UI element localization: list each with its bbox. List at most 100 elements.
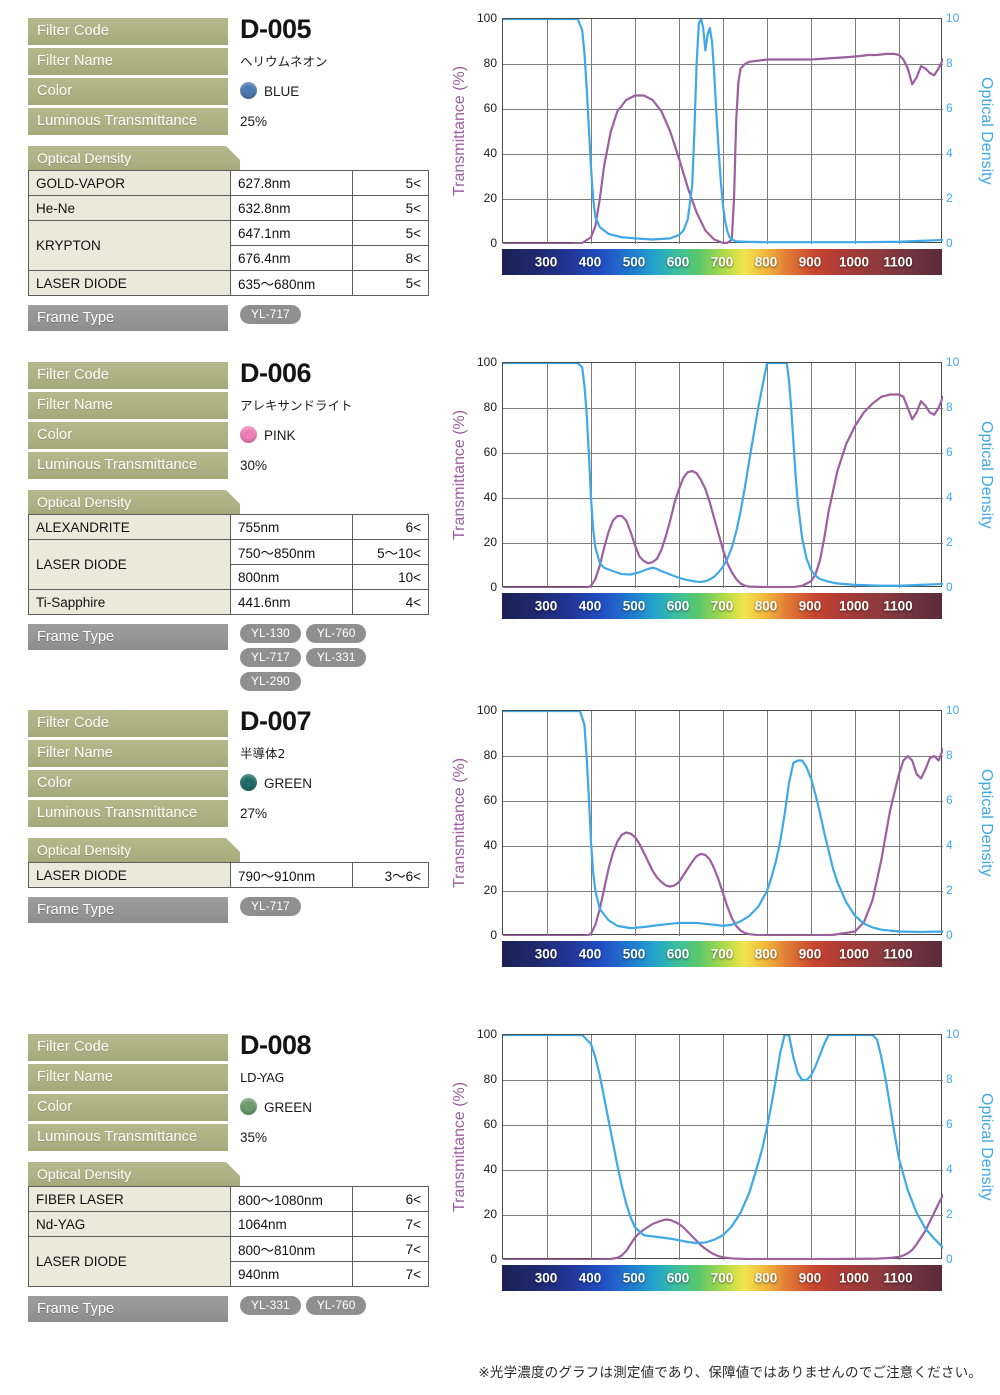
wavelength-tick-label: 300 [534, 946, 558, 962]
y-axis-label-optical-density: Optical Density [978, 1092, 995, 1201]
cell-laser-source: Ti-Sapphire [28, 589, 231, 615]
tick-label: 4 [946, 838, 953, 852]
wavelength-tick-label: 700 [710, 598, 734, 614]
spec-value-color: GREEN [240, 770, 312, 797]
wavelength-tick-label: 1100 [883, 946, 913, 962]
spec-value-luminous-transmittance: 25% [240, 114, 268, 129]
y-axis-label-optical-density: Optical Density [978, 420, 995, 529]
spec-label-luminous-transmittance: Luminous Transmittance [28, 800, 228, 827]
frame-type-pill[interactable]: YL-760 [305, 1296, 367, 1315]
spec-label-color: Color [28, 1094, 228, 1121]
color-swatch-icon [240, 774, 257, 791]
tick-label: 100 [476, 11, 497, 25]
table-row: LASER DIODE 800〜810nm 7< [28, 1236, 429, 1287]
cell-laser-source: LASER DIODE [28, 862, 231, 888]
spec-value-luminous-transmittance: 27% [240, 806, 268, 821]
y-axis-ticks-left: 0 20 40 60 80 100 [472, 1028, 500, 1265]
spec-value-color: PINK [240, 422, 296, 449]
tick-label: 60 [483, 101, 497, 115]
color-name: BLUE [264, 84, 300, 99]
wavelength-tick-label: 800 [754, 598, 778, 614]
spec-panel: Filter Code D-006 Filter Name アレキサンドライト Colo… [28, 359, 429, 696]
optical-density-header: Optical Density [28, 490, 240, 514]
spec-row-color: Color GREEN [28, 1094, 428, 1123]
optical-density-table: LASER DIODE 790〜910nm 3〜6< [28, 862, 429, 888]
tick-label: 2 [946, 883, 953, 897]
spec-label-color: Color [28, 422, 228, 449]
spec-label-color: Color [28, 770, 228, 797]
chart-panel: Transmittance (%) Optical Density 0 20 40 60 8… [451, 356, 995, 621]
spec-label-filter-name: Filter Name [28, 48, 228, 75]
y-axis-ticks-right: 0 2 4 6 8 10 [944, 704, 970, 941]
wavelength-tick-label: 1000 [838, 1270, 870, 1286]
tick-label: 80 [483, 748, 497, 762]
tick-label: 10 [946, 11, 960, 25]
y-axis-label-optical-density: Optical Density [978, 76, 995, 185]
cell-wavelength: 632.8nm [230, 195, 353, 221]
frame-type-pill[interactable]: YL-130 [240, 624, 301, 643]
cell-wavelength: 800〜1080nm [230, 1186, 353, 1212]
curve-transmittance [503, 748, 943, 936]
wavelength-tick-label: 900 [798, 598, 822, 614]
frame-type-pill[interactable]: YL-717 [240, 648, 301, 667]
table-row: Ti-Sapphire 441.6nm 4< [28, 589, 429, 615]
wavelength-tick-label: 1100 [883, 254, 913, 270]
spec-value-color: BLUE [240, 78, 299, 105]
tick-label: 100 [476, 1027, 497, 1041]
y-axis-ticks-left: 0 20 40 60 80 100 [472, 356, 500, 593]
frame-type-pill[interactable]: YL-290 [240, 672, 301, 691]
color-swatch-icon [240, 1098, 257, 1115]
spec-label-luminous-transmittance: Luminous Transmittance [28, 452, 228, 479]
tick-label: 20 [483, 191, 497, 205]
wavelength-tick-label: 900 [798, 254, 822, 270]
chart-panel: Transmittance (%) Optical Density 0 20 40 60 8… [451, 704, 995, 969]
frame-type-label: Frame Type [28, 1296, 228, 1322]
frame-type-pill[interactable]: YL-717 [240, 897, 301, 916]
tick-label: 2 [946, 535, 953, 549]
y-axis-ticks-right: 0 2 4 6 8 10 [944, 356, 970, 593]
spec-row-filter-name: Filter Name アレキサンドライト [28, 392, 428, 421]
cell-wavelength: 627.8nm [230, 170, 353, 196]
color-name: GREEN [264, 776, 313, 791]
wavelength-spectrum-bar: 300 400 500 600 700 800 900 1000 1100 [502, 941, 942, 967]
curve-transmittance [503, 52, 943, 244]
color-name: GREEN [264, 1100, 313, 1115]
y-axis-label-optical-density: Optical Density [978, 768, 995, 877]
frame-type-pill[interactable]: YL-760 [305, 624, 367, 643]
tick-label: 6 [946, 1117, 953, 1131]
tick-label: 0 [946, 928, 953, 942]
spec-value-filter-name: アレキサンドライト [240, 398, 353, 413]
spec-row-filter-name: Filter Name ヘリウムネオン [28, 48, 428, 77]
color-swatch-icon [240, 426, 257, 443]
tick-label: 0 [946, 580, 953, 594]
tick-label: 60 [483, 1117, 497, 1131]
tick-label: 4 [946, 1162, 953, 1176]
curve-optical-density [503, 711, 943, 934]
tick-label: 20 [483, 883, 497, 897]
tick-label: 0 [946, 236, 953, 250]
frame-type-row: Frame Type YL-717 [28, 305, 428, 331]
cell-optical-density: 4< [352, 589, 429, 615]
cell-laser-source: He-Ne [28, 195, 231, 221]
y-axis-ticks-left: 0 20 40 60 80 100 [472, 12, 500, 249]
wavelength-tick-label: 600 [666, 946, 690, 962]
cell-laser-source: FIBER LASER [28, 1186, 231, 1212]
tick-label: 0 [490, 1252, 497, 1266]
spec-panel: Filter Code D-007 Filter Name 半導体2 Color GREE… [28, 707, 429, 923]
frame-type-pill[interactable]: YL-331 [240, 1296, 301, 1315]
spec-label-luminous-transmittance: Luminous Transmittance [28, 1124, 228, 1151]
cell-optical-density: 6< [352, 514, 429, 540]
frame-type-pill[interactable]: YL-717 [240, 305, 301, 324]
optical-density-header: Optical Density [28, 838, 240, 862]
wavelength-spectrum-bar: 300 400 500 600 700 800 900 1000 1100 [502, 1265, 942, 1291]
tick-label: 0 [490, 928, 497, 942]
spec-row-color: Color GREEN [28, 770, 428, 799]
spec-value-filter-name: ヘリウムネオン [240, 54, 328, 69]
frame-type-row: Frame Type YL-717 [28, 897, 428, 923]
tick-label: 8 [946, 56, 953, 70]
spec-value-filter-code: D-008 [240, 1030, 312, 1060]
curve-optical-density [503, 363, 943, 587]
cell-wavelength: 750〜850nm [230, 539, 353, 565]
wavelength-tick-label: 1000 [838, 598, 870, 614]
frame-type-pill[interactable]: YL-331 [305, 648, 367, 667]
